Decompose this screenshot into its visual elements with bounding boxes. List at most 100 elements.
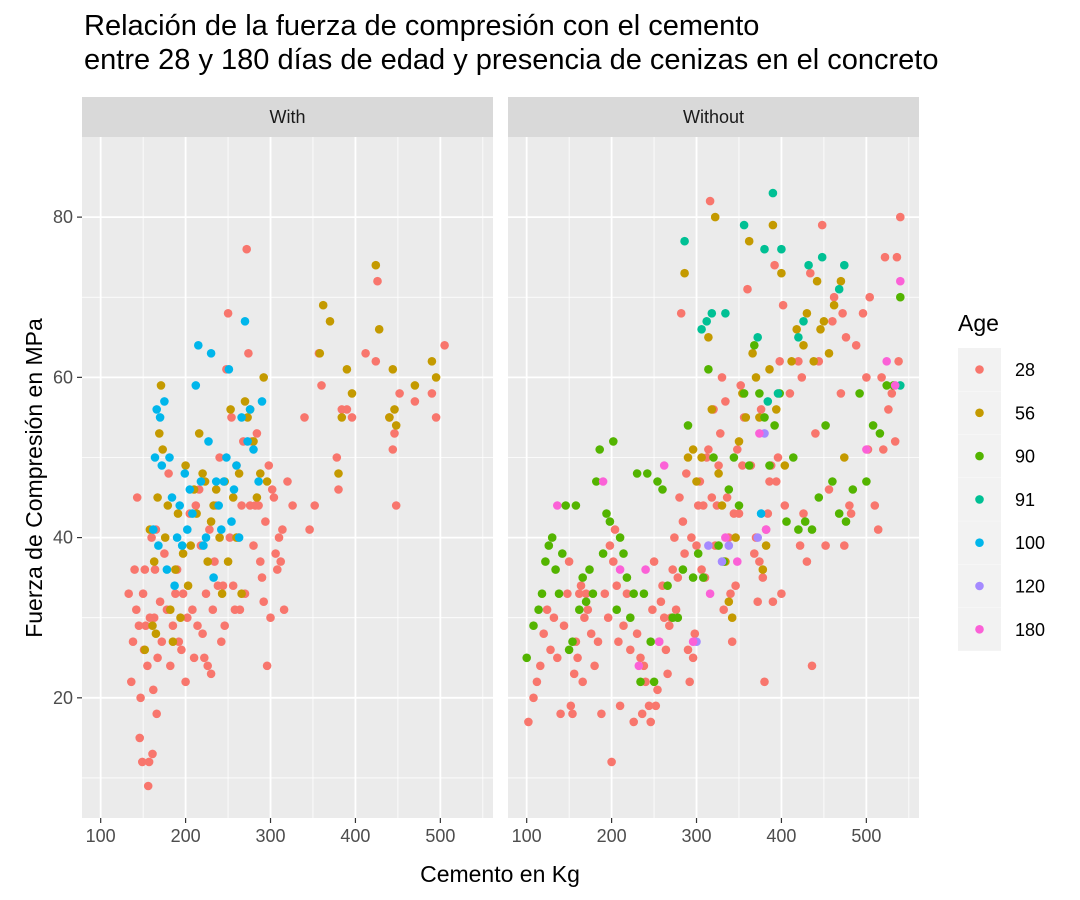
data-point — [714, 541, 723, 550]
data-point — [777, 244, 786, 254]
data-point — [750, 549, 759, 558]
data-point — [649, 677, 659, 687]
title-line-1: Relación de la fuerza de compresión con … — [84, 10, 759, 42]
data-point — [150, 453, 160, 462]
data-point — [692, 477, 701, 486]
legend-key-point — [975, 451, 984, 461]
data-point — [160, 397, 169, 406]
series-age-100 — [756, 509, 766, 518]
data-point — [734, 509, 744, 518]
data-point — [683, 645, 693, 655]
data-point — [858, 309, 868, 318]
data-point — [760, 244, 769, 254]
legend-label: 91 — [1015, 490, 1035, 510]
data-point — [636, 677, 645, 687]
data-point — [675, 493, 684, 502]
data-point — [524, 717, 533, 727]
data-point — [632, 629, 642, 638]
data-point — [278, 525, 287, 534]
data-point — [753, 333, 762, 342]
data-point — [566, 701, 576, 711]
data-point — [154, 541, 163, 550]
data-point — [223, 309, 233, 318]
x-tick-label: 400 — [766, 826, 796, 846]
data-point — [544, 541, 554, 550]
data-point — [569, 669, 579, 679]
legend-label: 28 — [1015, 360, 1035, 380]
data-point — [692, 541, 701, 550]
data-point — [534, 605, 543, 614]
data-point — [744, 461, 754, 470]
data-point — [663, 581, 672, 590]
data-point — [593, 637, 603, 646]
x-tick-label: 400 — [340, 826, 370, 846]
data-point — [690, 629, 700, 638]
data-point — [143, 781, 153, 791]
data-point — [128, 637, 138, 646]
data-point — [678, 565, 688, 574]
x-axis-ticks: 100 200 300 400 500 100 200 300 400 500 — [86, 818, 881, 846]
data-point — [739, 220, 749, 230]
data-point — [318, 300, 328, 310]
data-point — [756, 405, 766, 414]
data-point — [183, 613, 192, 622]
data-point — [168, 621, 178, 630]
data-point — [845, 501, 854, 510]
data-point — [697, 565, 706, 574]
data-point — [206, 517, 216, 526]
data-point — [243, 437, 252, 446]
data-point — [249, 445, 258, 454]
data-point — [215, 533, 224, 542]
data-point — [765, 477, 774, 486]
data-point — [760, 413, 769, 422]
data-point — [763, 397, 773, 406]
data-point — [632, 469, 642, 478]
data-point — [590, 661, 599, 671]
data-point — [705, 196, 715, 206]
data-point — [622, 589, 632, 598]
legend-label: 120 — [1015, 577, 1045, 597]
data-point — [259, 597, 269, 606]
data-point — [862, 445, 871, 454]
data-point — [794, 525, 803, 534]
data-point — [152, 405, 161, 414]
data-point — [626, 613, 635, 622]
data-point — [785, 389, 795, 398]
data-point — [680, 236, 689, 246]
data-point — [157, 461, 167, 470]
data-point — [440, 341, 449, 350]
data-point — [228, 493, 238, 502]
data-point — [699, 501, 708, 510]
data-point — [873, 525, 883, 534]
data-point — [130, 565, 139, 574]
data-point — [189, 653, 199, 663]
data-point — [773, 453, 783, 462]
data-point — [257, 573, 267, 582]
data-point — [656, 597, 666, 606]
data-point — [549, 613, 559, 622]
data-point — [315, 349, 325, 358]
data-point — [619, 549, 628, 558]
data-point — [688, 653, 698, 663]
data-point — [564, 557, 574, 566]
data-point — [894, 357, 903, 366]
x-tick-label: 100 — [512, 826, 542, 846]
data-point — [707, 493, 717, 502]
data-point — [653, 685, 662, 695]
data-point — [699, 573, 708, 582]
data-point — [598, 477, 608, 486]
data-point — [607, 757, 616, 767]
data-point — [688, 637, 698, 646]
data-point — [741, 413, 751, 422]
data-point — [800, 517, 810, 526]
data-point — [768, 220, 778, 230]
data-point — [385, 413, 394, 422]
data-point — [704, 541, 713, 550]
data-point — [821, 421, 830, 430]
data-point — [198, 629, 207, 638]
data-point — [237, 413, 246, 422]
data-point — [211, 485, 221, 494]
data-point — [199, 541, 208, 550]
data-point — [141, 621, 150, 630]
